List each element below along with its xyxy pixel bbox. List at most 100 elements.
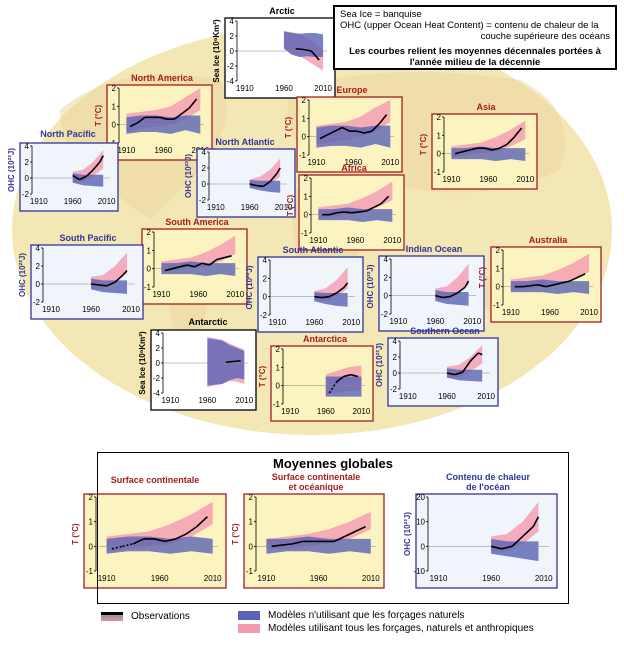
x-tick-label: 1960 bbox=[82, 305, 100, 314]
chart-title: South America bbox=[165, 217, 229, 227]
note-line-2: OHC (upper Ocean Heat Content) = contenu… bbox=[340, 20, 599, 31]
observation-segment bbox=[303, 48, 312, 52]
x-tick-label: 1960 bbox=[275, 84, 293, 93]
y-tick-label: 4 bbox=[384, 255, 389, 264]
observation-segment bbox=[351, 211, 360, 214]
observation-segment bbox=[501, 545, 513, 550]
y-tick-label: 0 bbox=[147, 265, 152, 274]
y-tick-label: 2 bbox=[156, 344, 161, 353]
y-tick-label: 2 bbox=[302, 96, 307, 105]
x-tick-label: 2010 bbox=[580, 308, 598, 317]
observation-segment bbox=[122, 269, 128, 276]
y-tick-label: 1 bbox=[302, 114, 307, 123]
y-tick-label: 2 bbox=[89, 493, 94, 502]
observation-segment bbox=[295, 47, 304, 51]
observation-segment bbox=[380, 195, 390, 205]
observation-segment bbox=[181, 107, 190, 115]
observation-segment bbox=[269, 173, 278, 183]
y-tick-label: 0 bbox=[437, 150, 442, 159]
x-tick-label: 2010 bbox=[535, 574, 553, 583]
natural-band bbox=[283, 31, 324, 57]
note-line-1: Sea Ice = banquise bbox=[340, 9, 422, 20]
y-tick-label: 0 bbox=[25, 174, 30, 183]
observation-segment bbox=[371, 123, 380, 132]
x-tick-label: 1910 bbox=[236, 84, 254, 93]
natural-band bbox=[435, 290, 469, 306]
observation-segment bbox=[469, 147, 478, 151]
y-tick-label: 4 bbox=[156, 329, 161, 338]
y-tick-label: 0 bbox=[384, 292, 389, 301]
x-tick-label: 1910 bbox=[307, 158, 325, 167]
x-tick-label: 1960 bbox=[305, 318, 323, 327]
y-axis-label: Sea Ice (10⁶Km²) bbox=[212, 19, 221, 83]
y-tick-label: -2 bbox=[227, 62, 235, 71]
y-tick-label: 0 bbox=[36, 280, 41, 289]
natural-band bbox=[91, 278, 127, 294]
observation-segment bbox=[358, 210, 367, 213]
y-tick-label: 2 bbox=[230, 32, 235, 41]
observation-segment bbox=[511, 535, 524, 547]
anthro-band bbox=[491, 501, 539, 552]
y-tick-label: 2 bbox=[249, 493, 254, 502]
observation-segment bbox=[491, 147, 500, 151]
x-tick-label: 2010 bbox=[314, 84, 332, 93]
chart-title: North Pacific bbox=[40, 129, 96, 139]
observation-segment bbox=[350, 373, 359, 378]
y-tick-label: 2 bbox=[384, 273, 389, 282]
x-tick-label: 1910 bbox=[442, 175, 460, 184]
observation-segment bbox=[224, 255, 232, 259]
observation-segment bbox=[327, 130, 336, 136]
chart-title: Southern Ocean bbox=[410, 326, 480, 336]
x-tick-label: 2010 bbox=[477, 392, 495, 401]
observation-segment bbox=[538, 284, 547, 288]
x-tick-label: 1960 bbox=[64, 197, 82, 206]
y-tick-label: -2 bbox=[153, 374, 161, 383]
observation-segment bbox=[522, 526, 534, 538]
observation-segment bbox=[292, 540, 304, 545]
y-tick-label: -1 bbox=[273, 400, 281, 409]
observation-segment bbox=[173, 113, 183, 120]
x-tick-label: 1910 bbox=[309, 236, 327, 245]
chart-title: South Atlantic bbox=[283, 245, 344, 255]
y-tick-label: 2 bbox=[276, 345, 281, 354]
global-averages-box bbox=[97, 452, 569, 604]
observation-segment bbox=[92, 161, 101, 171]
observation-segment bbox=[364, 130, 373, 134]
natural-band bbox=[249, 180, 281, 193]
observation-segment bbox=[356, 130, 365, 134]
y-tick-label: -2 bbox=[22, 190, 30, 199]
y-tick-label: 0 bbox=[156, 359, 161, 368]
observation-segment bbox=[79, 175, 87, 181]
legend-observations-label: Observations bbox=[131, 611, 190, 622]
chart-title: Surface continentale bbox=[111, 475, 200, 485]
observation-segment bbox=[137, 116, 146, 124]
x-tick-label: 1960 bbox=[189, 290, 207, 299]
observation-segment bbox=[225, 360, 234, 364]
observation-segment bbox=[506, 136, 515, 146]
y-axis-label: OHC (10²²J) bbox=[7, 148, 16, 192]
x-tick-label: 2010 bbox=[383, 236, 401, 245]
x-tick-label: 2010 bbox=[226, 290, 244, 299]
observation-segment bbox=[457, 286, 466, 294]
observation-segment bbox=[373, 202, 382, 209]
y-tick-label: -1 bbox=[493, 301, 501, 310]
y-tick-label: 0 bbox=[263, 293, 268, 302]
y-tick-label: -2 bbox=[390, 385, 398, 394]
observation-segment bbox=[553, 282, 562, 286]
y-tick-label: -1 bbox=[144, 283, 152, 292]
observation-segment bbox=[185, 525, 198, 535]
y-tick-label: -2 bbox=[33, 298, 41, 307]
observation-segment bbox=[341, 126, 351, 132]
y-tick-label: -4 bbox=[153, 389, 161, 398]
observation-segment bbox=[354, 525, 366, 533]
x-tick-label: 2010 bbox=[516, 175, 534, 184]
observation-segment bbox=[442, 295, 451, 299]
